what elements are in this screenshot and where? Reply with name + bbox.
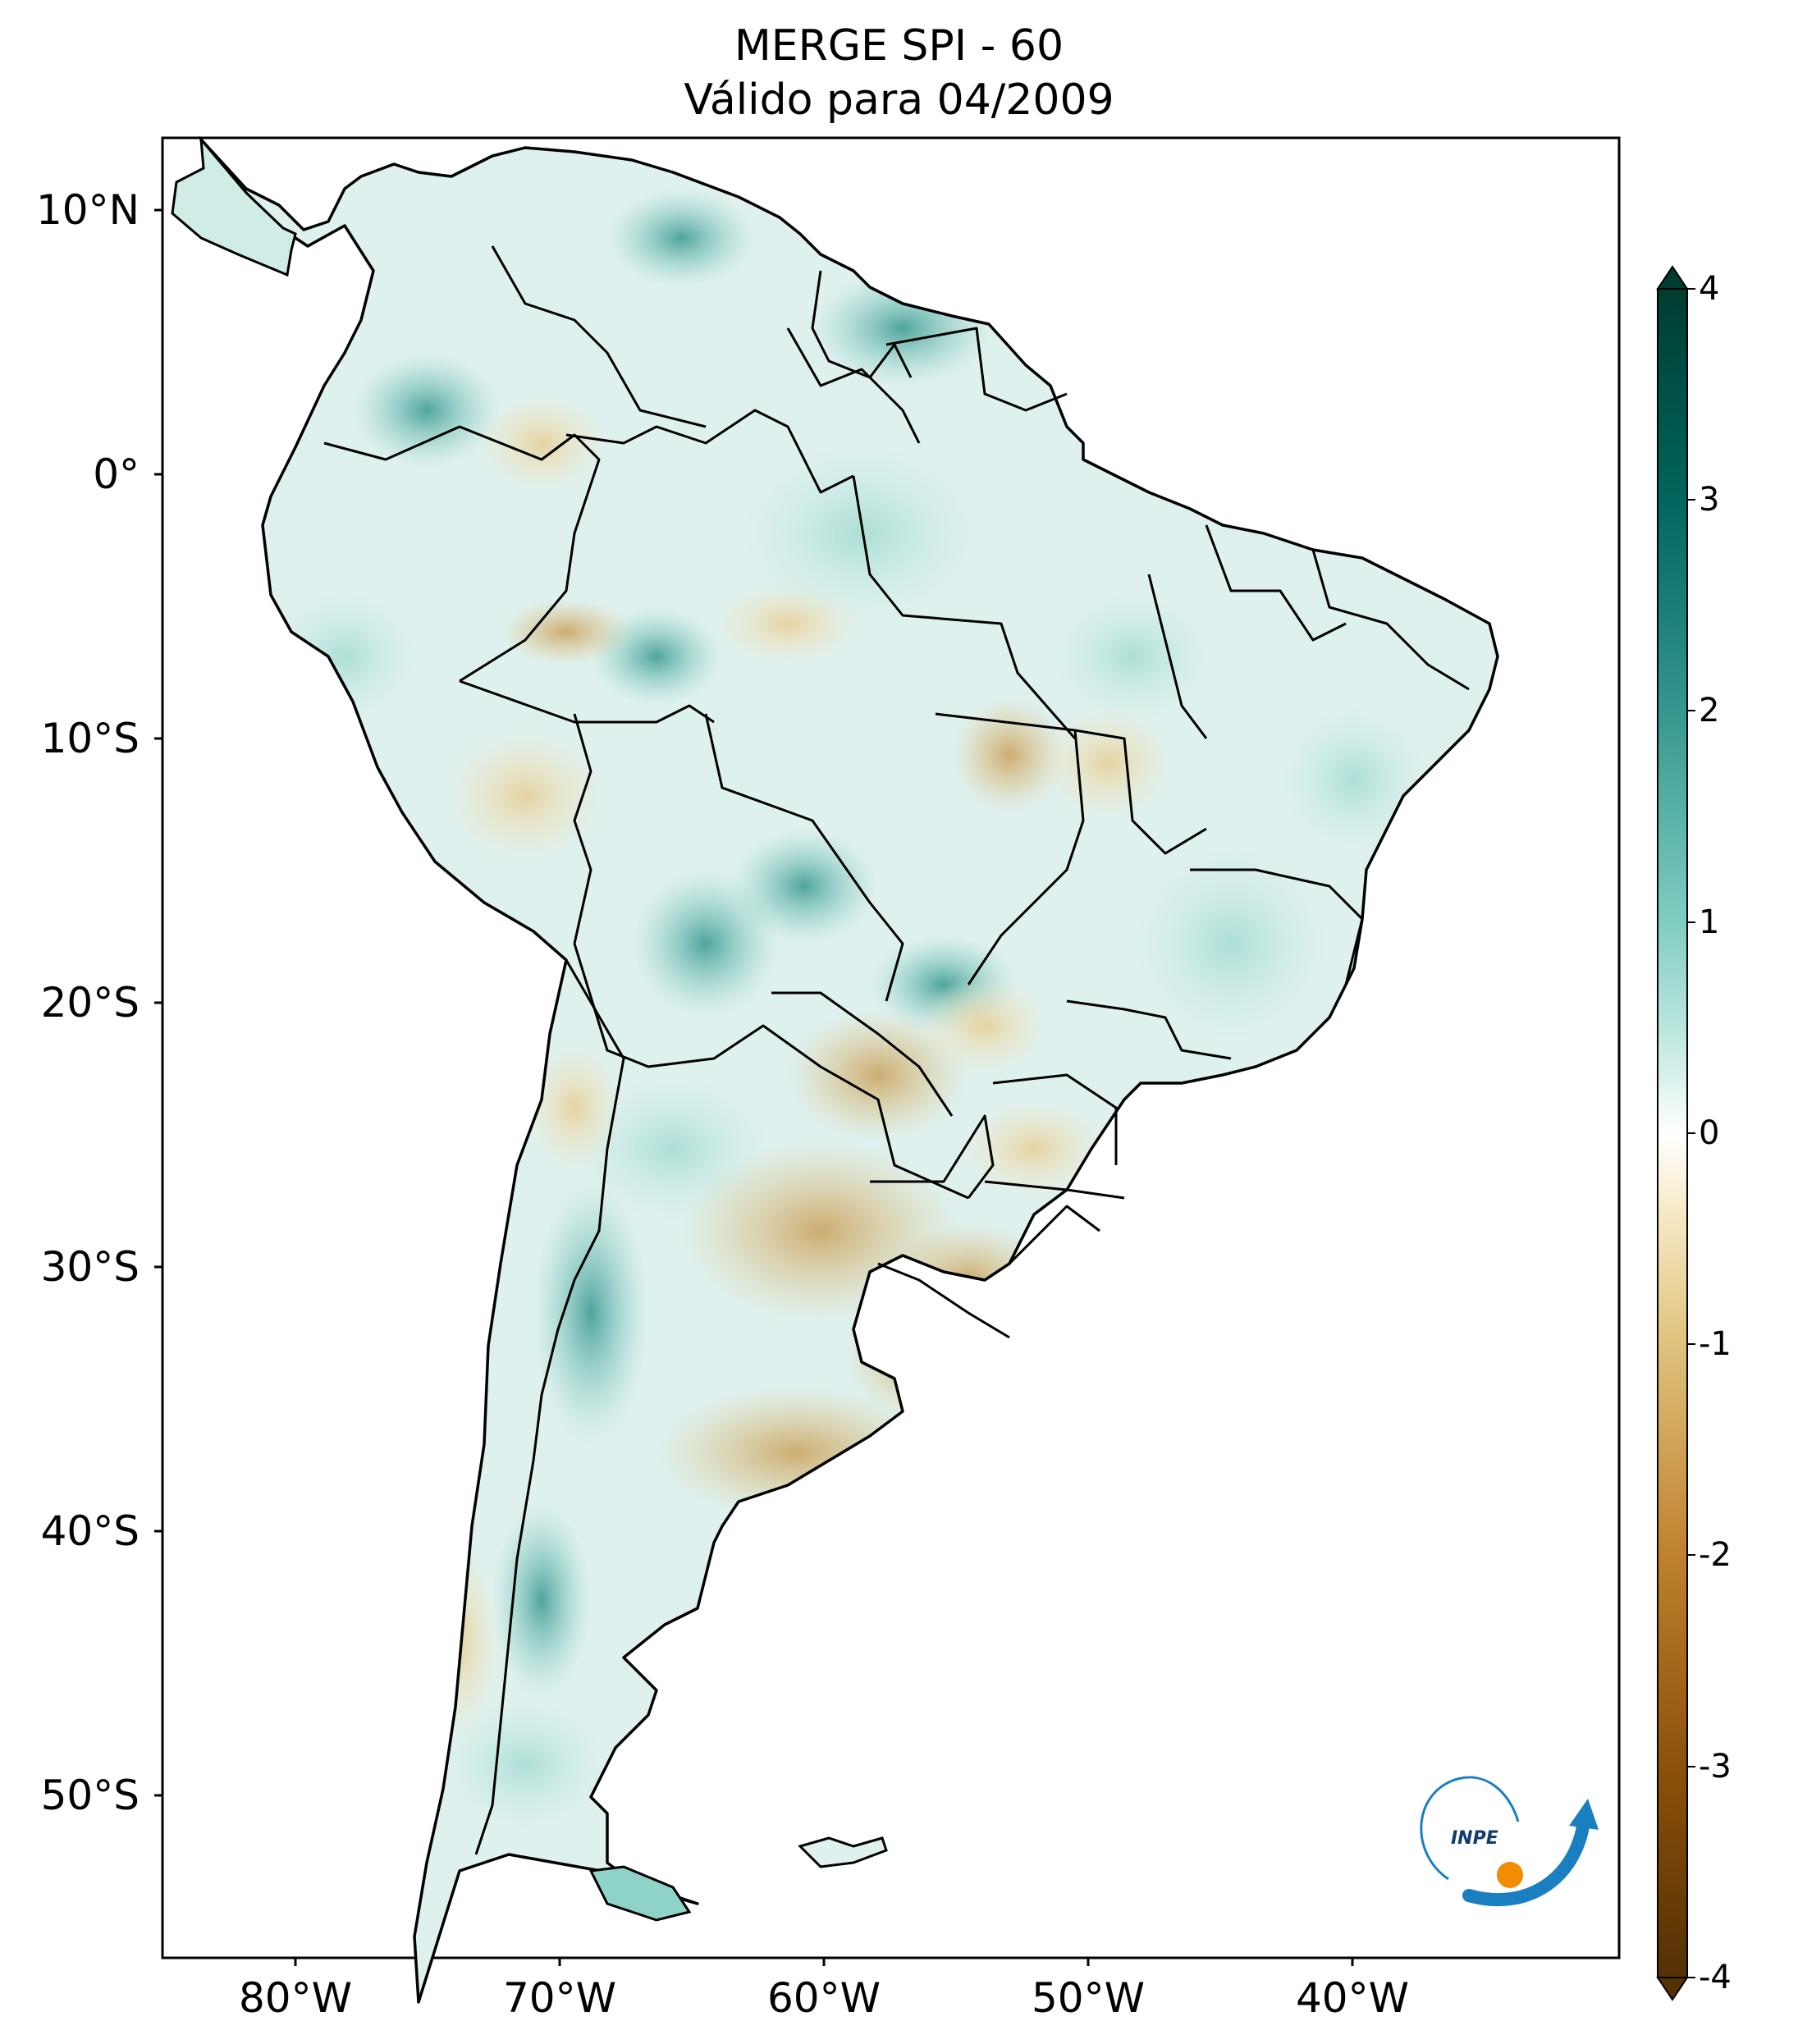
lat-tick-label: 10°N bbox=[35, 186, 140, 234]
border-uruguay bbox=[877, 1262, 1010, 1339]
border-chile-argentina bbox=[474, 959, 625, 1855]
colorbar-tick-label: -3 bbox=[1699, 1748, 1732, 1786]
map-title: MERGE SPI - 60 bbox=[734, 21, 1064, 71]
border-state-ba-mg bbox=[1190, 868, 1364, 985]
border-state-ce bbox=[1205, 524, 1347, 642]
lon-tick-label: 40°W bbox=[1295, 1974, 1410, 2022]
lon-tick-label: 50°W bbox=[1031, 1974, 1146, 2022]
border-state-rn-pb bbox=[1311, 549, 1470, 691]
border-suriname bbox=[885, 327, 1068, 412]
border-state-ma-pi bbox=[1147, 574, 1208, 739]
colorbar-tick-label: -2 bbox=[1699, 1536, 1732, 1574]
border-peru-brazil bbox=[459, 679, 715, 724]
colorbar-body bbox=[1657, 288, 1688, 1978]
map-subtitle: Válido para 04/2009 bbox=[684, 75, 1114, 125]
border-colombia-brazil bbox=[565, 409, 854, 494]
border-colombia-peru bbox=[323, 425, 601, 683]
lon-tick-label: 70°W bbox=[502, 1974, 617, 2022]
lat-tick-label: 30°S bbox=[40, 1243, 140, 1291]
border-argentina-brazil bbox=[870, 1114, 995, 1199]
lat-tick-label: 10°S bbox=[40, 715, 140, 762]
border-state-to bbox=[1074, 729, 1207, 855]
coastline bbox=[199, 138, 1499, 2004]
lon-tick-label: 60°W bbox=[766, 1974, 881, 2022]
inpe-logo bbox=[1420, 1776, 1599, 1907]
colorbar-tick-label: 4 bbox=[1699, 270, 1720, 308]
colorbar-tick-label: 3 bbox=[1699, 481, 1720, 519]
colorbar-extend-min bbox=[1656, 1977, 1689, 2001]
border-venezuela-brazil bbox=[786, 327, 921, 444]
border-state-rs bbox=[1008, 1205, 1100, 1265]
central-america-tip bbox=[171, 135, 297, 277]
inpe-logo-text: INPE bbox=[1451, 1828, 1498, 1849]
colorbar-tick-label: 2 bbox=[1699, 692, 1720, 729]
colorbar-tick-label: -1 bbox=[1699, 1325, 1732, 1363]
border-peru-bolivia bbox=[573, 713, 592, 944]
lat-tick-label: 0° bbox=[93, 450, 140, 498]
spi-field bbox=[201, 139, 1498, 2002]
axis-ticks bbox=[154, 208, 1354, 1966]
border-state-sp bbox=[1066, 999, 1232, 1060]
border-state-sc bbox=[984, 1180, 1125, 1200]
lat-tick-label: 40°S bbox=[40, 1507, 140, 1555]
borders bbox=[323, 245, 1470, 1855]
border-paraguay bbox=[771, 991, 954, 1117]
colorbar-extend-max bbox=[1656, 265, 1689, 290]
border-bolivia-brazil bbox=[704, 713, 904, 1002]
border-state-mt bbox=[935, 712, 1085, 985]
colorbar bbox=[1656, 265, 1695, 2001]
colorbar-tick-label: 1 bbox=[1699, 903, 1720, 941]
lat-tick-label: 20°S bbox=[40, 979, 140, 1027]
colorbar-tick-label: 0 bbox=[1699, 1114, 1720, 1152]
colorbar-tick-label: -4 bbox=[1699, 1959, 1732, 1996]
border-guyana bbox=[811, 270, 913, 379]
border-venezuela-colombia bbox=[491, 245, 707, 428]
falkland-islands bbox=[798, 1836, 888, 1868]
border-state-am-pa bbox=[852, 475, 1077, 739]
tierra-del-fuego bbox=[588, 1865, 692, 1922]
lon-tick-label: 80°W bbox=[238, 1974, 353, 2022]
lat-tick-label: 50°S bbox=[40, 1772, 140, 1819]
border-state-pr bbox=[992, 1073, 1118, 1165]
